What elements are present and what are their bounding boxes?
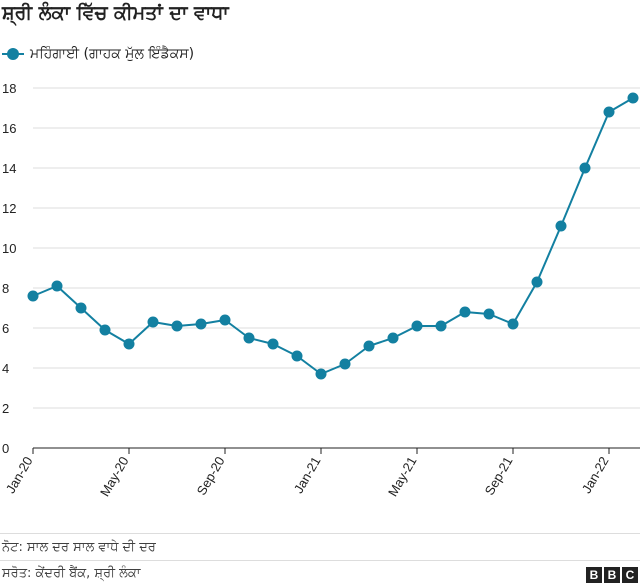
y-tick-label: 18 xyxy=(2,81,16,96)
data-point xyxy=(75,302,87,314)
data-point xyxy=(483,308,495,320)
chart-note: ਨੋਟ: ਸਾਲ ਦਰ ਸਾਲ ਵਾਧੇ ਦੀ ਦਰ xyxy=(2,540,156,555)
data-point xyxy=(171,320,183,332)
x-axis-tick-labels: Jan-20 May-20 Sep-20 Jan-21 May-21 Sep-21 Jan-… xyxy=(3,454,612,499)
y-tick-label: 14 xyxy=(2,161,16,176)
data-point xyxy=(267,338,279,350)
data-point xyxy=(51,280,63,292)
y-axis-tick-labels: 0 2 4 6 8 10 12 14 16 18 xyxy=(2,81,16,456)
x-axis xyxy=(32,447,640,454)
data-point xyxy=(99,324,111,336)
data-point xyxy=(627,92,639,104)
data-point xyxy=(363,340,375,352)
legend-marker-icon xyxy=(2,47,24,61)
series-inflation xyxy=(27,92,639,380)
y-tick-label: 2 xyxy=(2,401,9,416)
data-point xyxy=(459,306,471,318)
data-point xyxy=(579,162,591,174)
data-point xyxy=(315,368,327,380)
bbc-logo-letter: B xyxy=(604,567,620,583)
y-tick-label: 8 xyxy=(2,281,9,296)
y-tick-label: 4 xyxy=(2,361,9,376)
x-tick-label: Jan-22 xyxy=(579,454,612,496)
y-tick-label: 6 xyxy=(2,321,9,336)
series-line xyxy=(32,97,634,375)
data-point xyxy=(123,338,135,350)
bbc-logo-letter: B xyxy=(586,567,602,583)
legend-label: ਮਹਿੰਗਾਈ (ਗਾਹਕ ਮੁੱਲ ਇੰਡੈਕਸ) xyxy=(30,46,195,62)
x-tick-label: Jan-21 xyxy=(291,454,324,496)
data-point xyxy=(411,320,423,332)
data-point xyxy=(555,220,567,232)
chart-title: ਸ਼੍ਰੀ ਲੰਕਾ ਵਿੱਚ ਕੀਮਤਾਂ ਦਾ ਵਾਧਾ xyxy=(2,2,229,24)
x-tick-label: May-21 xyxy=(385,454,420,499)
y-tick-label: 10 xyxy=(2,241,16,256)
data-point xyxy=(147,316,159,328)
x-tick-label: May-20 xyxy=(97,454,132,499)
x-tick-label: Jan-20 xyxy=(3,454,36,496)
data-point xyxy=(507,318,519,330)
x-tick-label: Sep-21 xyxy=(482,454,516,498)
data-point xyxy=(435,320,447,332)
data-point xyxy=(27,290,39,302)
bbc-logo-letter: C xyxy=(622,567,638,583)
line-chart: 0 2 4 6 8 10 12 14 16 18 Jan-20 May-20 Sep-20 Jan-21… xyxy=(2,81,640,499)
data-point xyxy=(195,318,207,330)
data-point xyxy=(243,332,255,344)
y-tick-label: 0 xyxy=(2,441,9,456)
x-tick-label: Sep-20 xyxy=(194,454,228,498)
chart-source: ਸਰੋਤ: ਕੇਂਦਰੀ ਬੈਂਕ, ਸ਼੍ਰੀ ਲੰਕਾ xyxy=(2,566,141,581)
legend: ਮਹਿੰਗਾਈ (ਗਾਹਕ ਮੁੱਲ ਇੰਡੈਕਸ) xyxy=(2,44,194,64)
source-divider xyxy=(0,560,640,561)
data-point xyxy=(603,106,615,118)
data-point xyxy=(387,332,399,344)
y-tick-label: 16 xyxy=(2,121,16,136)
data-point xyxy=(339,358,351,370)
footer-divider xyxy=(0,533,640,534)
data-point xyxy=(219,314,231,326)
bbc-logo: B B C xyxy=(586,567,638,583)
gridlines xyxy=(33,87,640,409)
data-point xyxy=(291,350,303,362)
y-tick-label: 12 xyxy=(2,201,16,216)
data-point xyxy=(531,276,543,288)
